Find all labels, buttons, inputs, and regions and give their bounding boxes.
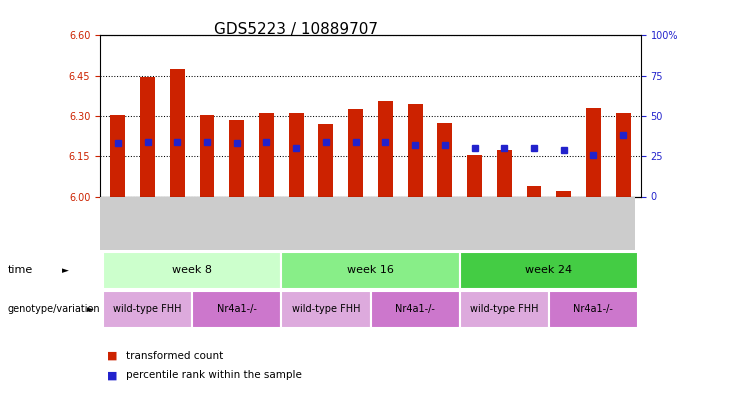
- Bar: [110, 115, 125, 196]
- Bar: [496, 149, 512, 196]
- Bar: [319, 124, 333, 196]
- Text: percentile rank within the sample: percentile rank within the sample: [126, 370, 302, 380]
- Text: wild-type FHH: wild-type FHH: [470, 305, 539, 314]
- Text: genotype/variation: genotype/variation: [7, 305, 100, 314]
- Text: week 8: week 8: [172, 265, 212, 275]
- Bar: [616, 113, 631, 196]
- Text: Nr4a1-/-: Nr4a1-/-: [217, 305, 256, 314]
- Bar: [282, 291, 370, 328]
- Bar: [348, 109, 363, 196]
- Text: ►: ►: [62, 266, 68, 275]
- Bar: [408, 104, 422, 196]
- Bar: [229, 120, 245, 196]
- Text: week 16: week 16: [347, 265, 394, 275]
- Text: ►: ►: [87, 305, 94, 314]
- Bar: [199, 115, 214, 196]
- Bar: [586, 108, 601, 196]
- Bar: [459, 252, 638, 289]
- Text: wild-type FHH: wild-type FHH: [113, 305, 182, 314]
- Bar: [556, 191, 571, 196]
- Bar: [140, 77, 155, 196]
- Bar: [549, 291, 638, 328]
- Bar: [170, 69, 185, 196]
- Bar: [378, 101, 393, 196]
- Text: wild-type FHH: wild-type FHH: [292, 305, 360, 314]
- Bar: [282, 252, 459, 289]
- Bar: [259, 113, 274, 196]
- Bar: [103, 252, 282, 289]
- Text: ■: ■: [107, 370, 118, 380]
- Text: week 24: week 24: [525, 265, 572, 275]
- Bar: [103, 291, 192, 328]
- Text: ■: ■: [107, 351, 118, 361]
- Bar: [192, 291, 282, 328]
- Text: Nr4a1-/-: Nr4a1-/-: [574, 305, 614, 314]
- Bar: [467, 155, 482, 196]
- Bar: [289, 113, 304, 196]
- Bar: [437, 123, 452, 196]
- Text: GDS5223 / 10889707: GDS5223 / 10889707: [214, 22, 379, 37]
- Bar: [527, 186, 542, 196]
- Bar: [370, 291, 459, 328]
- Bar: [459, 291, 549, 328]
- Text: transformed count: transformed count: [126, 351, 223, 361]
- Text: time: time: [7, 265, 33, 275]
- Text: Nr4a1-/-: Nr4a1-/-: [395, 305, 435, 314]
